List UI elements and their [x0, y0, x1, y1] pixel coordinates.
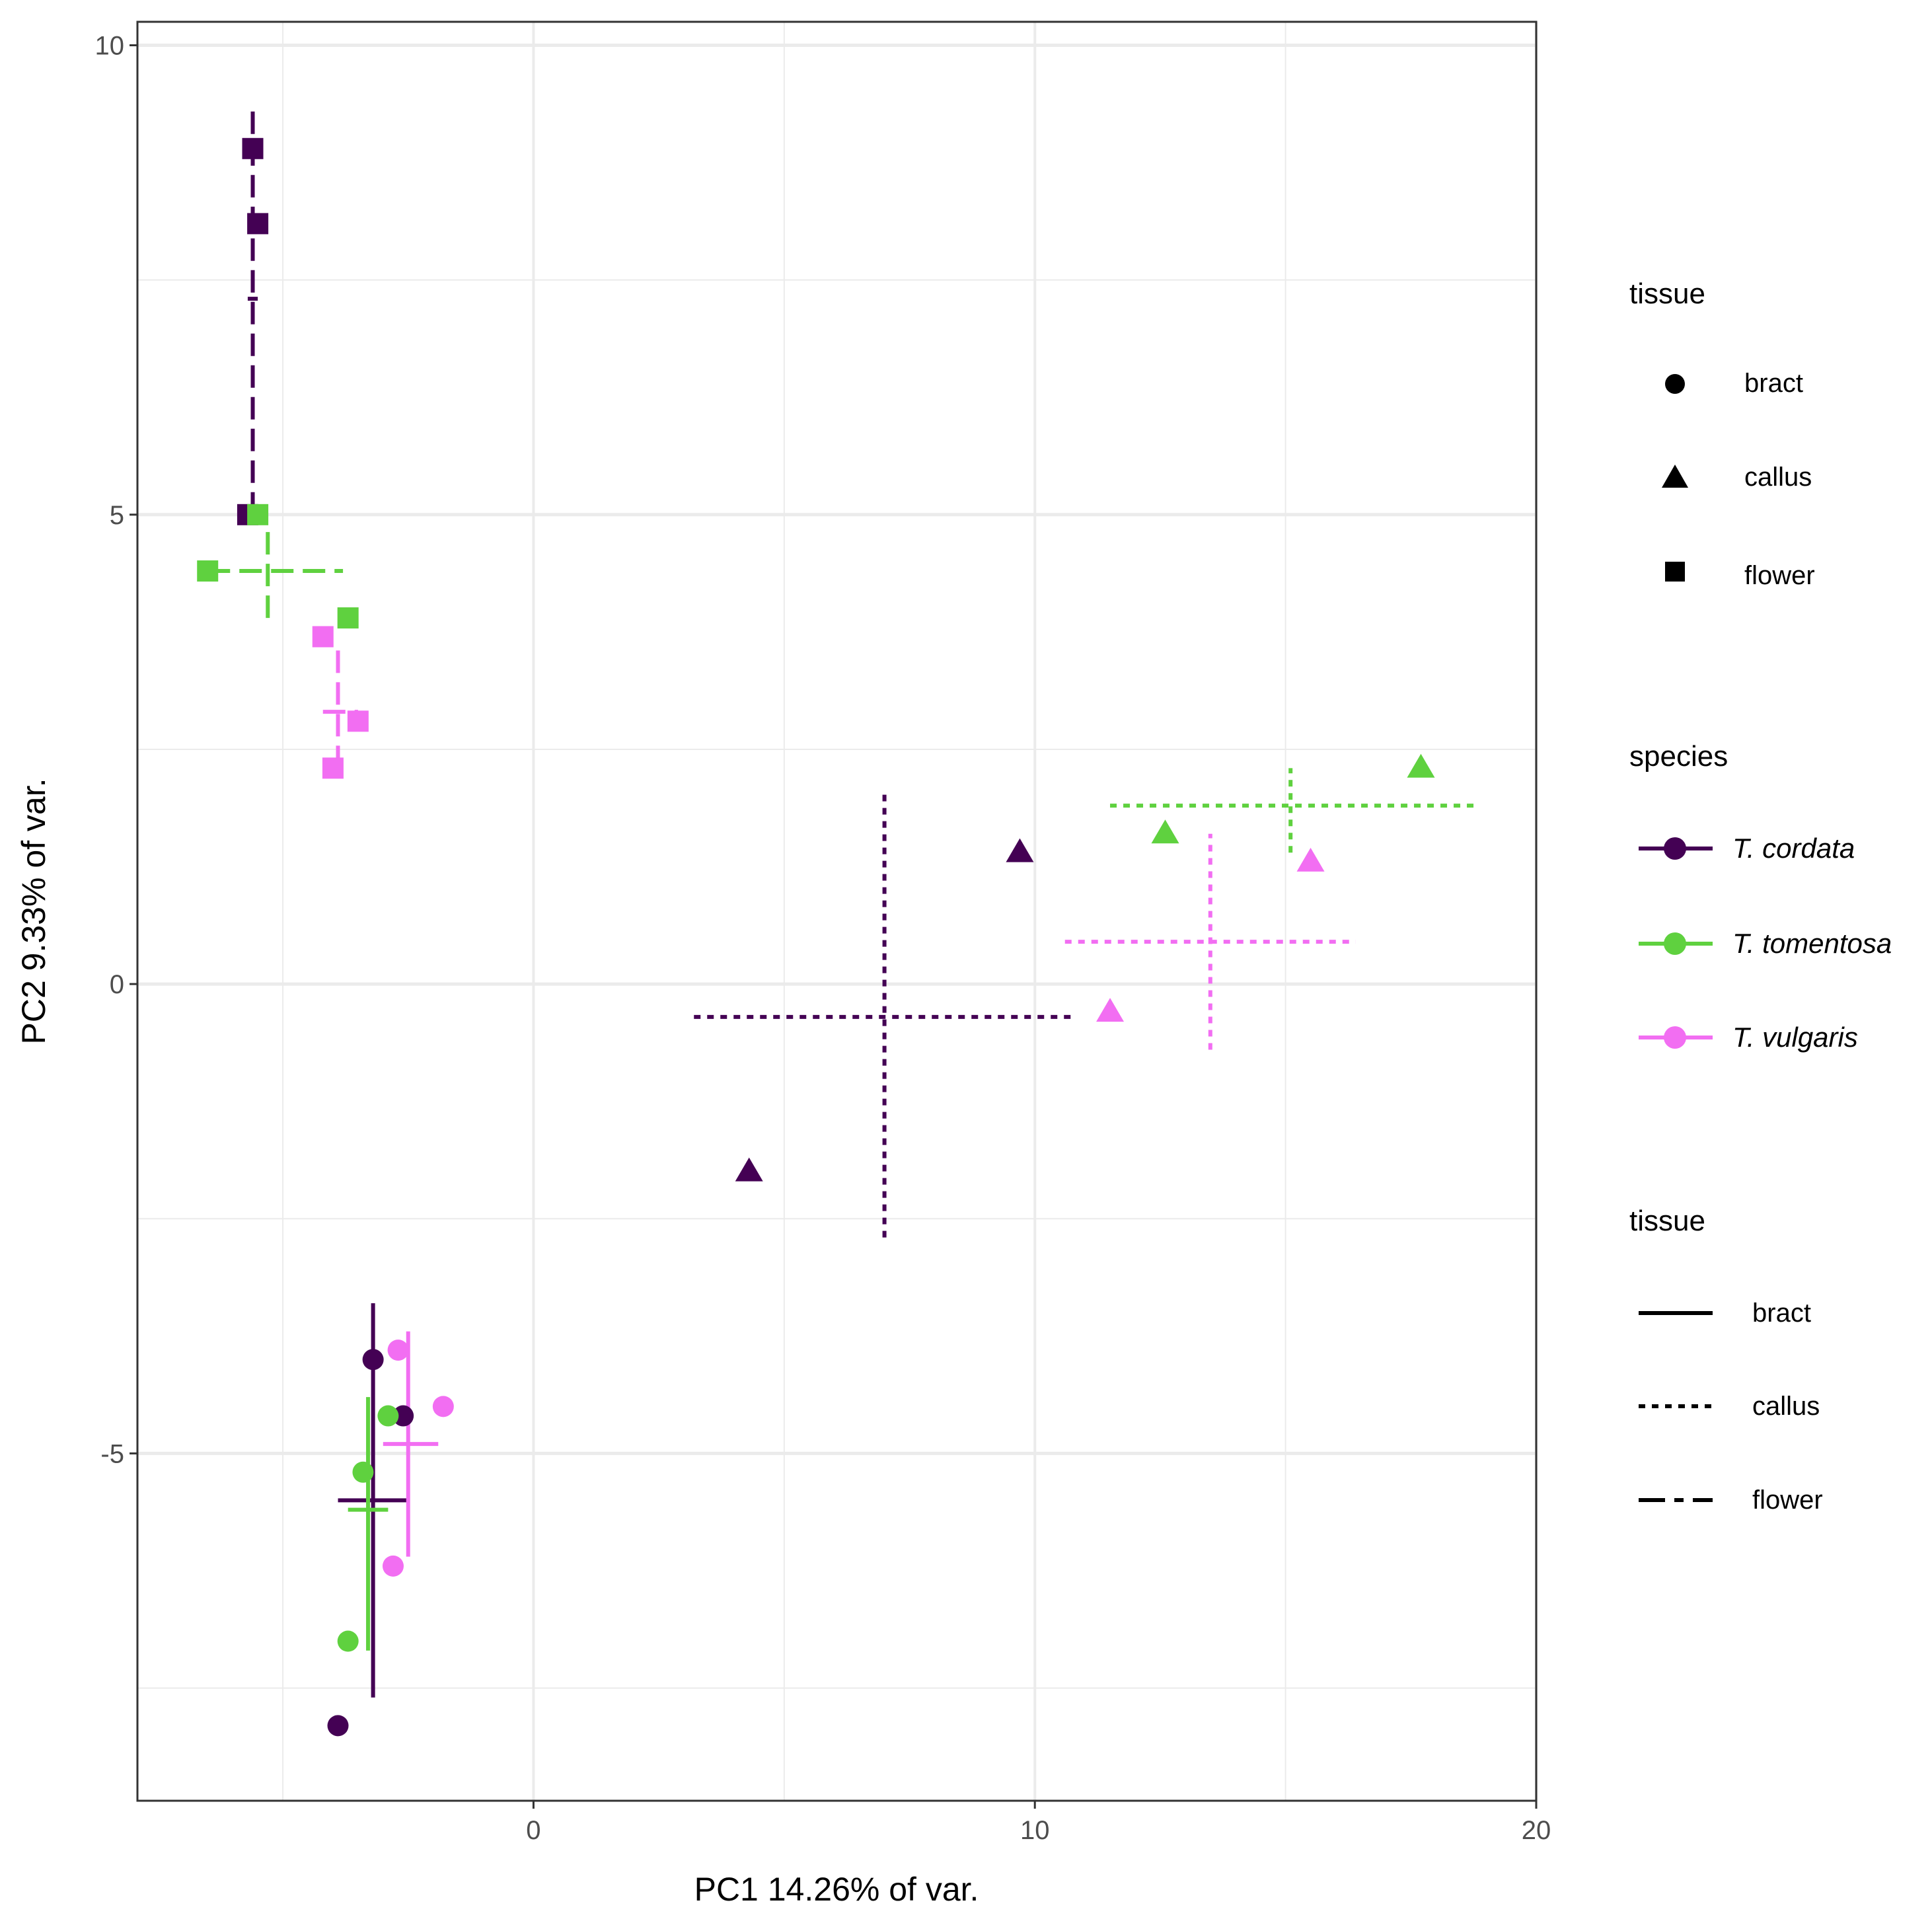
legend-label-t-tomentosa: T. tomentosa: [1732, 928, 1892, 959]
point-t-vulgaris-bract: [387, 1339, 409, 1361]
point-t-cordata-bract: [392, 1405, 414, 1427]
y-tick-label: 10: [95, 32, 125, 61]
legends: tissue bract callus flower species T. co…: [1629, 278, 1892, 1515]
y-tick-label: 5: [110, 501, 124, 530]
legend-label-bract: bract: [1744, 369, 1803, 398]
point-t-tomentosa-flower: [337, 607, 359, 629]
point-t-tomentosa-flower: [197, 560, 219, 582]
y-axis-title: PC2 9.33% of var.: [15, 778, 52, 1044]
point-t-tomentosa-bract: [337, 1630, 359, 1652]
point-t-vulgaris-callus: [1096, 998, 1125, 1022]
point-t-cordata-callus: [735, 1157, 763, 1182]
point-t-cordata-flower: [247, 213, 269, 235]
point-t-tomentosa-callus: [1407, 753, 1435, 778]
centroid-crosses: [207, 110, 1476, 1698]
legend-label-flower-line: flower: [1752, 1486, 1823, 1515]
x-tick-label: 10: [1020, 1816, 1050, 1845]
point-t-cordata-callus: [1006, 838, 1034, 862]
legend-title-tissue-shape: tissue: [1629, 278, 1705, 310]
point-t-tomentosa-bract: [377, 1405, 399, 1427]
legend-key-bract-circle: [1665, 374, 1685, 394]
y-tick-label: -5: [100, 1439, 124, 1468]
x-axis: 0 10 20: [526, 1801, 1551, 1845]
point-t-cordata-bract: [327, 1715, 349, 1737]
legend-title-species: species: [1629, 740, 1728, 773]
point-t-vulgaris-flower: [312, 626, 334, 648]
legend-label-callus-line: callus: [1752, 1392, 1820, 1421]
legend-label-bract-line: bract: [1752, 1299, 1811, 1328]
data-points: [197, 137, 1435, 1737]
point-t-vulgaris-flower: [347, 710, 369, 732]
legend-label-callus: callus: [1744, 463, 1812, 492]
point-t-vulgaris-bract: [432, 1396, 454, 1417]
legend-key-dot-t-vulgaris: [1664, 1026, 1686, 1049]
point-t-vulgaris-bract: [382, 1555, 404, 1577]
plot-border: [136, 20, 1538, 1802]
legend-title-tissue-linetype: tissue: [1629, 1205, 1705, 1237]
x-tick-label: 0: [526, 1816, 540, 1845]
point-t-cordata-flower: [242, 137, 264, 159]
point-t-vulgaris-flower: [322, 757, 344, 779]
y-tick-label: 0: [110, 970, 124, 999]
legend-label-t-vulgaris: T. vulgaris: [1732, 1022, 1858, 1053]
x-axis-title: PC1 14.26% of var.: [694, 1871, 979, 1908]
point-t-cordata-bract: [362, 1349, 384, 1371]
point-t-tomentosa-flower: [247, 504, 269, 525]
point-t-tomentosa-callus: [1151, 819, 1179, 844]
legend-label-flower: flower: [1744, 561, 1815, 590]
legend-label-t-cordata: T. cordata: [1732, 833, 1855, 864]
y-axis: -5 0 5 10: [95, 32, 137, 1468]
point-t-vulgaris-callus: [1296, 847, 1325, 872]
legend-key-dot-t-tomentosa: [1664, 932, 1686, 955]
legend-key-callus-triangle: [1662, 465, 1688, 488]
legend-key-dot-t-cordata: [1664, 837, 1686, 860]
x-tick-label: 20: [1522, 1816, 1551, 1845]
legend-key-flower-square: [1665, 562, 1685, 582]
point-t-tomentosa-bract: [352, 1461, 374, 1483]
